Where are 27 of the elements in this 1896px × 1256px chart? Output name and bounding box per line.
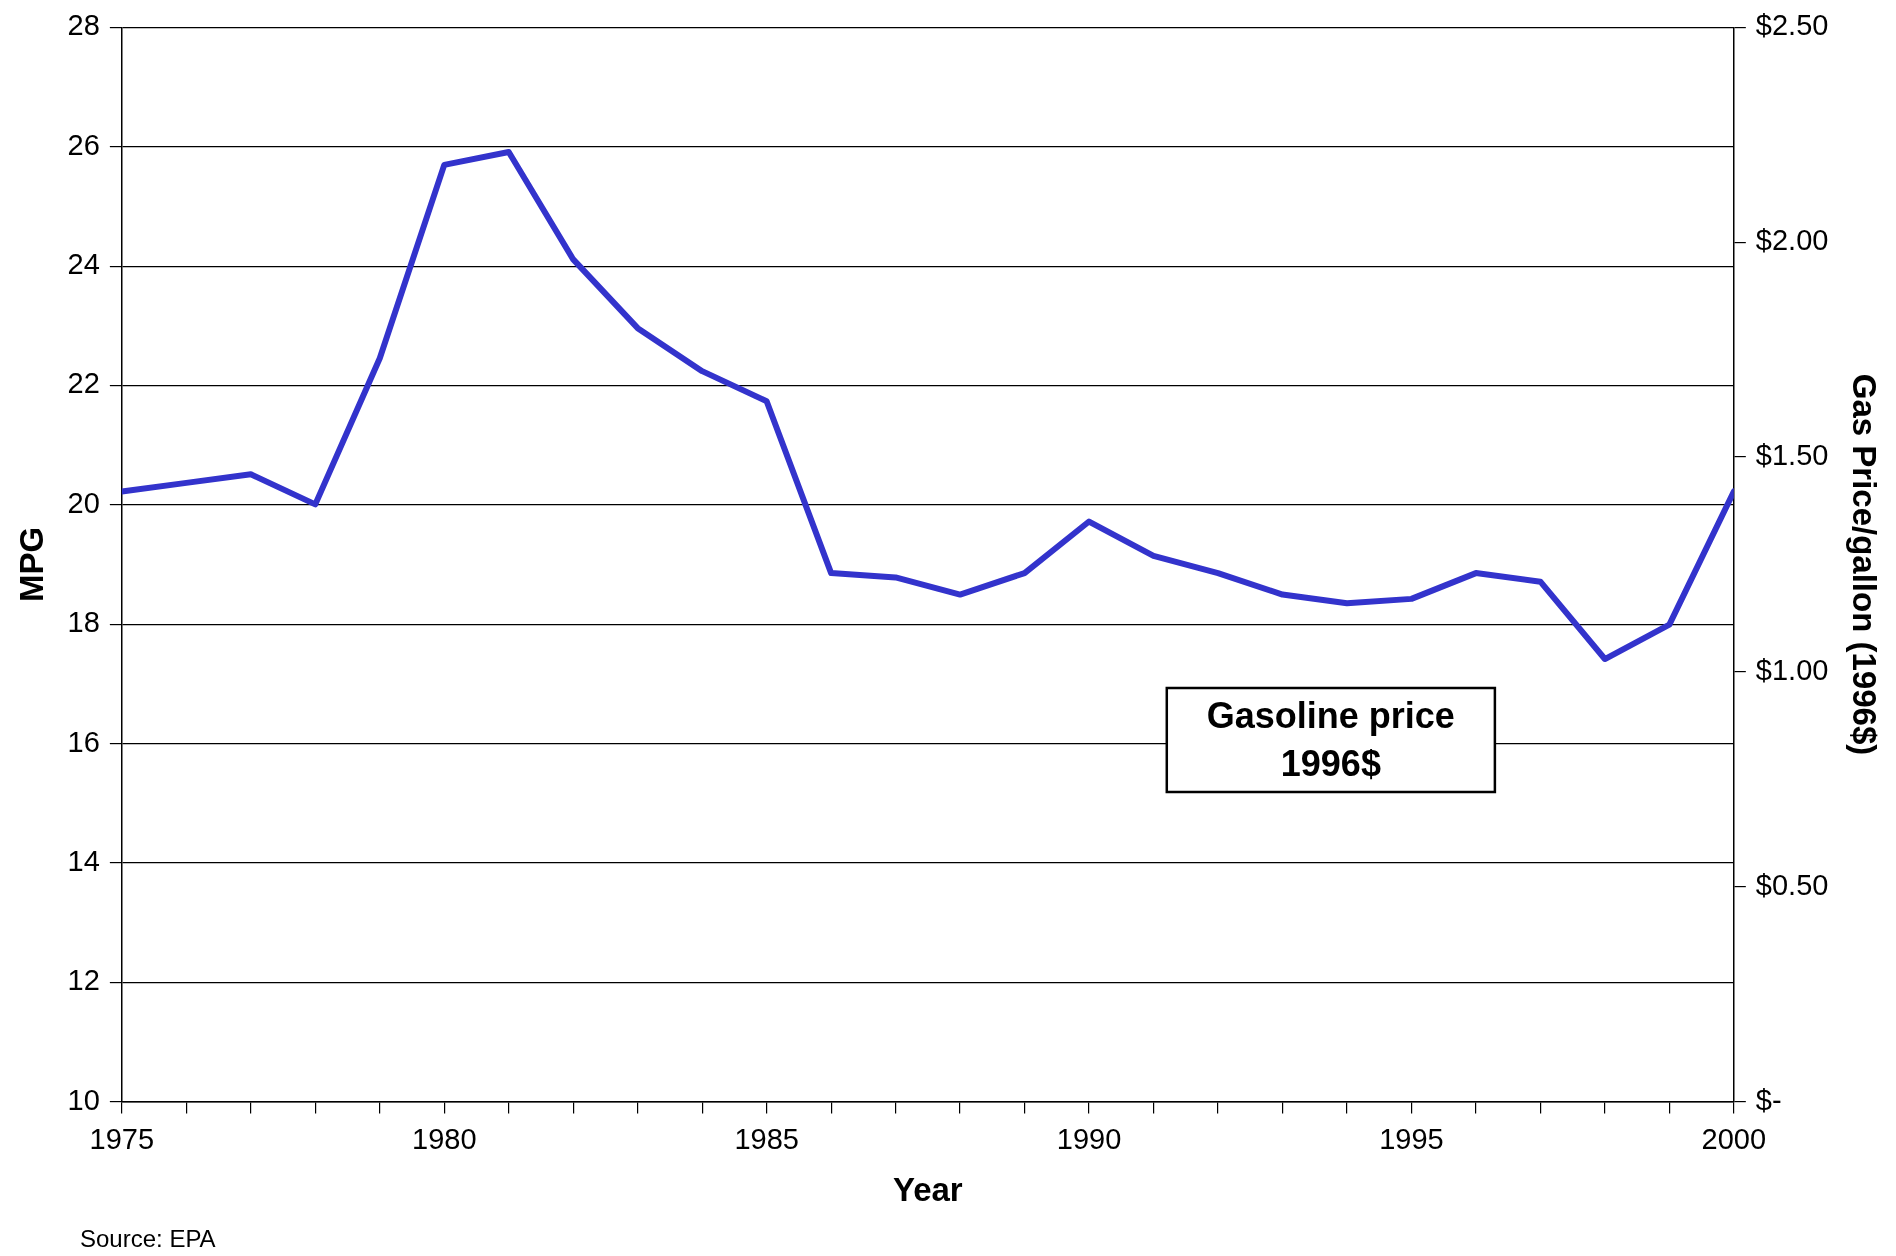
- x-tick-label: 1975: [89, 1123, 155, 1155]
- x-tick-label: 1980: [411, 1123, 477, 1155]
- y-tick-label: 12: [67, 964, 100, 997]
- y-tick-label: 16: [67, 725, 100, 758]
- x-tick-label: 2000: [1701, 1123, 1767, 1155]
- y2-tick-label: $2.50: [1755, 9, 1829, 42]
- x-tick-label: 1985: [734, 1123, 799, 1155]
- y-tick-label: 26: [67, 128, 100, 161]
- y-tick-label: 18: [67, 606, 100, 639]
- y-tick-label: 10: [67, 1083, 100, 1116]
- y2-tick-label: $-: [1755, 1083, 1782, 1116]
- x-axis-title: Year: [892, 1171, 963, 1209]
- x-tick-label: 1990: [1056, 1123, 1122, 1155]
- y2-tick-label: $1.50: [1755, 439, 1829, 472]
- y-tick-label: 22: [67, 367, 100, 400]
- text: Gasoline price 1996$: [1206, 694, 1455, 784]
- y2-tick-label: $1.00: [1755, 653, 1829, 686]
- y-tick-label: 28: [67, 9, 100, 42]
- x-tick-label: 1995: [1379, 1123, 1444, 1155]
- y-axis-title: MPG: [12, 526, 50, 603]
- y2-tick-label: $0.50: [1755, 868, 1829, 901]
- y2-tick-label: $2.00: [1755, 224, 1829, 257]
- y2-axis-title: Gas Price/gallon (1996$): [1846, 373, 1884, 756]
- source-note: Source: EPA: [80, 1224, 216, 1252]
- y-tick-label: 20: [67, 486, 100, 519]
- y-tick-label: 14: [67, 844, 100, 877]
- y-tick-label: 24: [67, 248, 100, 281]
